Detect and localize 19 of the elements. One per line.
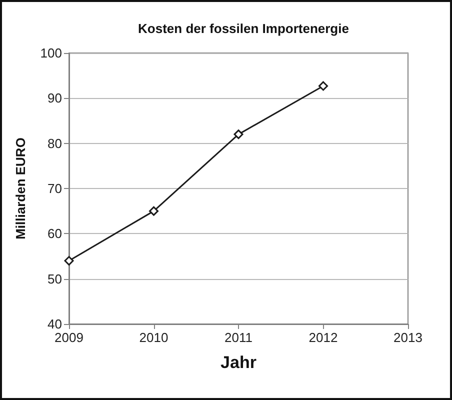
x-tick-label: 2010 [139, 330, 168, 345]
y-tick-label: 100 [40, 46, 62, 60]
point [149, 206, 158, 216]
x-axis-title: Jahr [220, 353, 257, 372]
y-tick-label: 60 [48, 226, 62, 242]
y-tick-label: 90 [48, 90, 62, 106]
x-tick-label: 2013 [394, 330, 422, 345]
y-axis-title: Milliarden EURO [13, 138, 28, 240]
x-tick-label: 2011 [224, 330, 252, 345]
x-tick-label: 2012 [308, 330, 338, 345]
point [318, 81, 328, 91]
y-tick-label: 50 [48, 271, 62, 286]
y-tick-label: 80 [48, 136, 62, 151]
point [64, 256, 74, 266]
x-tick-label: 2009 [54, 330, 84, 345]
chart-title: Kosten der fossilen Importenergie [138, 21, 349, 36]
y-tick-label: 40 [48, 316, 62, 332]
point [234, 130, 244, 140]
y-tick-label: 70 [48, 181, 62, 196]
